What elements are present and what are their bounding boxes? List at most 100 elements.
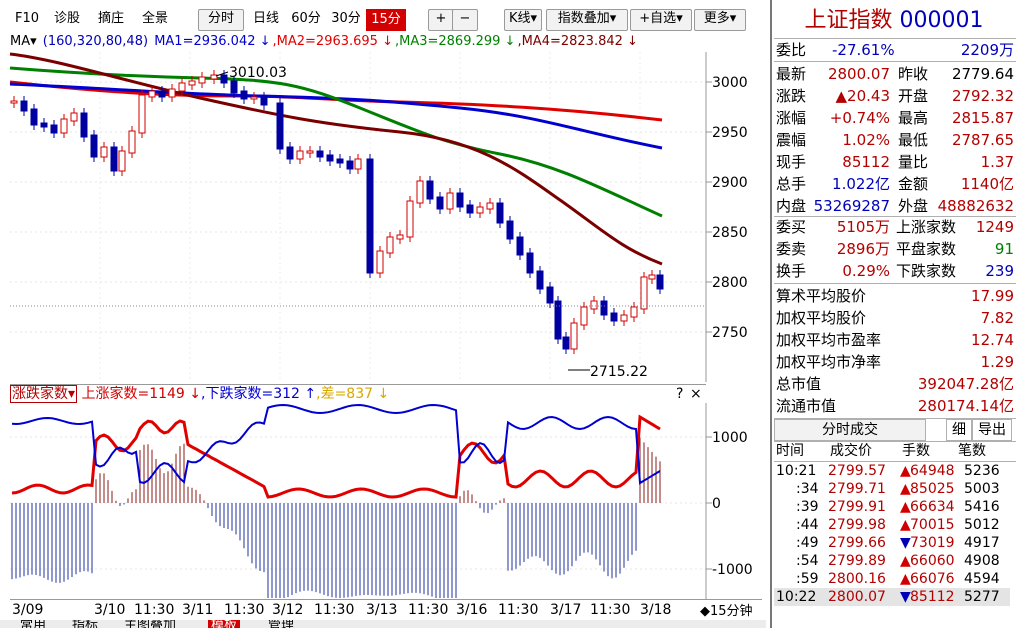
- average-value: 12.74: [971, 331, 1014, 349]
- trade-row[interactable]: :49 2799.66 ▼ 73019 4917: [774, 534, 1010, 552]
- candle-body: [198, 76, 206, 84]
- time-axis-label: 3/13: [366, 602, 398, 618]
- trade-time: :44: [796, 517, 819, 533]
- down-count-label: 下跌家数: [896, 262, 957, 280]
- detail-button[interactable]: 细: [946, 419, 972, 441]
- time-axis-label: 11:30: [498, 602, 539, 618]
- trade-row[interactable]: :44 2799.98 ▲ 70015 5012: [774, 516, 1010, 534]
- trade-row[interactable]: :34 2799.71 ▲ 85025 5003: [774, 480, 1010, 498]
- stat-value: 1.37: [980, 153, 1014, 171]
- indicator-axis: 1000 0 -1000: [706, 430, 753, 578]
- ma-menu-button[interactable]: MA▾: [10, 34, 37, 49]
- trade-row[interactable]: :59 2800.16 ▲ 66076 4594: [774, 570, 1010, 588]
- index-overlay-dropdown[interactable]: 指数叠加▾: [546, 9, 628, 31]
- bottom-tab[interactable]: 主图叠加: [124, 620, 177, 628]
- min15-button[interactable]: 15分: [366, 9, 406, 31]
- turnover-label: 换手: [776, 262, 807, 280]
- bottom-tab[interactable]: 模板: [208, 620, 241, 628]
- weibi-value: -27.61%: [832, 41, 895, 59]
- candle-body: [250, 96, 258, 100]
- stat-value: 53269287: [813, 197, 890, 215]
- fullview-button[interactable]: 全景: [141, 11, 168, 26]
- price-tick-label: 2900: [712, 175, 748, 191]
- stat-label: 涨跌: [776, 87, 807, 105]
- candle-body: [476, 206, 484, 214]
- stat-value: 2792.32: [951, 87, 1014, 105]
- price-tick-label: 2800: [712, 275, 748, 291]
- more-dropdown[interactable]: 更多▾: [694, 9, 746, 31]
- candle-body: [178, 82, 186, 92]
- diagnose-button[interactable]: 诊股: [53, 11, 80, 26]
- stat-row: 最新 2800.07 昨收 2779.64: [776, 63, 1018, 85]
- divider: [774, 61, 1016, 62]
- qty-header: 手数: [902, 443, 930, 459]
- close-icon[interactable]: ×: [690, 386, 702, 402]
- candle-body: [10, 100, 18, 104]
- bottom-tab[interactable]: 常用: [20, 620, 47, 628]
- indicator-bars: [11, 437, 661, 598]
- time-axis-label: 3/09: [12, 602, 44, 618]
- candle-body: [70, 112, 78, 122]
- min30-button[interactable]: 30分: [331, 11, 361, 26]
- min60-button[interactable]: 60分: [291, 11, 321, 26]
- time-axis-label: 11:30: [224, 602, 265, 618]
- candle-body: [210, 74, 218, 80]
- indicator-header: 涨跌家数▾ 上涨家数=1149 ↓,下跌家数=312 ↑,差=837 ↓ ? ×: [10, 384, 706, 403]
- stat-label: 内盘: [776, 197, 807, 215]
- indicator-chart[interactable]: 1000 0 -1000: [0, 403, 766, 599]
- candle-body: [496, 202, 504, 224]
- indicator-menu-button[interactable]: 涨跌家数▾: [10, 385, 78, 403]
- add-watch-dropdown[interactable]: +自选▾: [630, 9, 692, 31]
- daily-button[interactable]: 日线: [252, 11, 279, 26]
- candle-body: [386, 236, 394, 254]
- trade-time: :59: [796, 571, 819, 587]
- candle-body: [562, 336, 570, 350]
- high-label: 3010.03: [229, 65, 287, 81]
- kline-type-dropdown[interactable]: K线▾: [504, 9, 542, 31]
- weimai2-row: 委卖 2896万 平盘家数 91: [776, 238, 1018, 260]
- candle-body: [128, 130, 136, 154]
- fenshi-button[interactable]: 分时: [198, 9, 244, 31]
- candle-body: [220, 74, 228, 84]
- help-icon[interactable]: ?: [676, 386, 684, 402]
- candle-body: [346, 160, 354, 170]
- trade-row[interactable]: 10:22 2800.07 ▼ 85112 5277: [774, 588, 1010, 606]
- trade-row[interactable]: :54 2799.89 ▲ 66060 4908: [774, 552, 1010, 570]
- flat-count-label: 平盘家数: [896, 240, 957, 258]
- average-label: 加权平均市净率: [776, 353, 882, 371]
- time-axis-label: 3/16: [456, 602, 488, 618]
- f10-button[interactable]: F10: [14, 11, 40, 26]
- time-axis-label: 11:30: [408, 602, 449, 618]
- divider: [774, 418, 1016, 419]
- picks-button[interactable]: 摘庄: [97, 11, 124, 26]
- trade-count: 5416: [964, 499, 1000, 515]
- period-label: ◆15分钟: [700, 604, 753, 619]
- bottom-tab[interactable]: 管理: [268, 620, 295, 628]
- stat-value: +0.74%: [829, 109, 890, 127]
- time-axis-label: 3/10: [94, 602, 126, 618]
- trade-row[interactable]: :39 2799.91 ▲ 66634 5416: [774, 498, 1010, 516]
- chevron-down-icon: ▾: [729, 11, 737, 26]
- average-value: 280174.14亿: [917, 397, 1014, 415]
- weibi-label: 委比: [776, 41, 807, 59]
- time-axis-label: 11:30: [590, 602, 631, 618]
- trade-price: 2799.98: [828, 517, 886, 533]
- trade-count: 5003: [964, 481, 1000, 497]
- trade-price: 2799.66: [828, 535, 886, 551]
- bottom-tab[interactable]: 指标: [72, 620, 99, 628]
- zoom-out-button[interactable]: −: [452, 9, 478, 31]
- trades-tab[interactable]: 分时成交: [774, 419, 926, 441]
- trade-direction-icon: ▼: [900, 535, 911, 551]
- export-button[interactable]: 导出: [972, 419, 1012, 441]
- trade-count: 4917: [964, 535, 1000, 551]
- trade-direction-icon: ▲: [900, 463, 911, 479]
- trade-qty: 66076: [910, 571, 955, 587]
- candle-body: [426, 180, 434, 200]
- price-chart[interactable]: 3000 2950 2900 2850 2800 2750 3010.03 2715.22: [0, 52, 766, 382]
- candle-body: [546, 286, 554, 304]
- candle-body: [230, 80, 238, 94]
- ma-params: (160,320,80,48): [42, 34, 149, 49]
- trade-count: 4594: [964, 571, 1000, 587]
- trade-row[interactable]: 10:21 2799.57 ▲ 64948 5236: [774, 462, 1010, 480]
- zoom-in-button[interactable]: +: [428, 9, 454, 31]
